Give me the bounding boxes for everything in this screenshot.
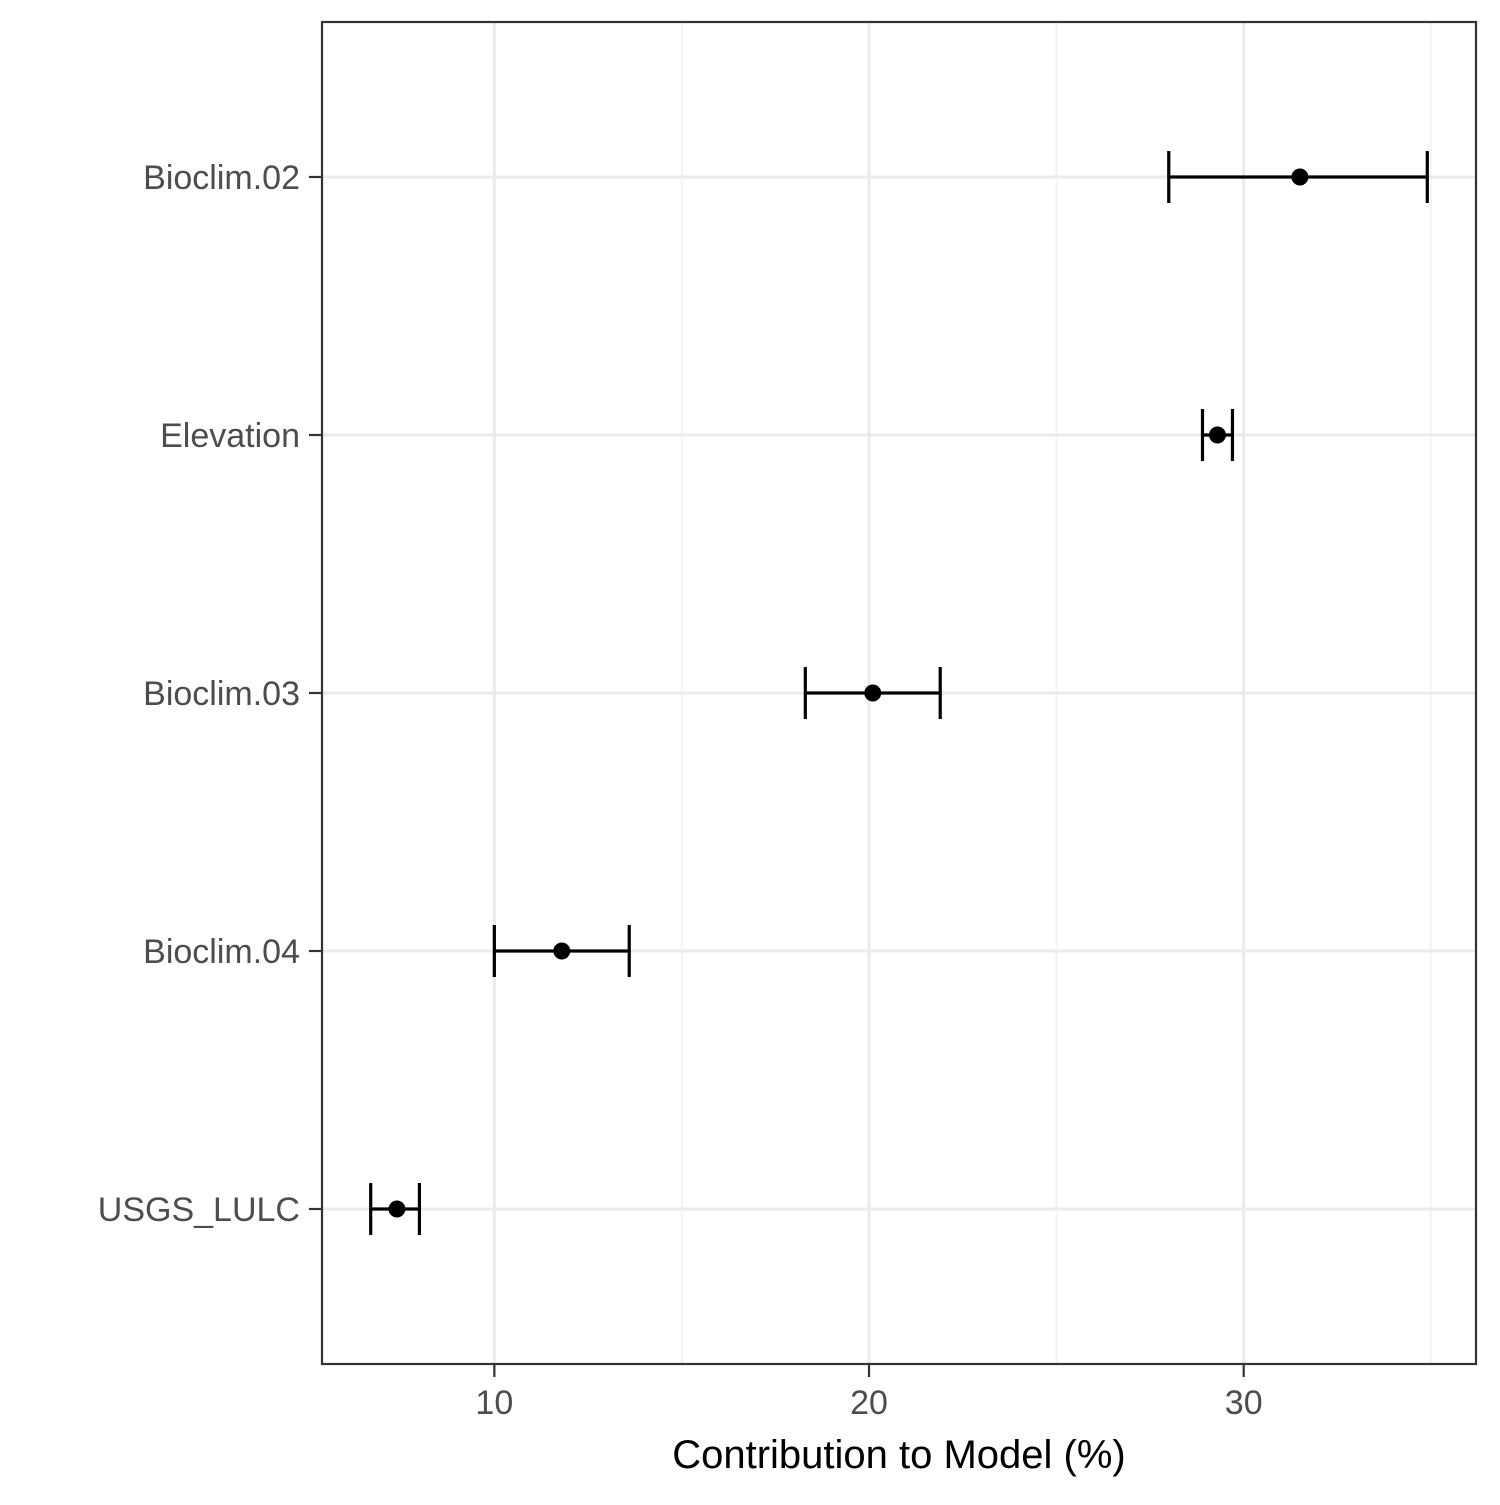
grid-lines bbox=[322, 22, 1476, 1364]
x-tick-label: 20 bbox=[850, 1384, 888, 1422]
data-point bbox=[1208, 426, 1226, 444]
y-tick-label: Bioclim.04 bbox=[143, 933, 300, 971]
chart-marks bbox=[369, 151, 1429, 1235]
data-point bbox=[553, 942, 571, 960]
x-axis-title: Contribution to Model (%) bbox=[672, 1433, 1126, 1477]
x-tick-label: 10 bbox=[475, 1384, 513, 1422]
x-tick-label: 30 bbox=[1225, 1384, 1263, 1422]
axes: Bioclim.02 Elevation Bioclim.03 Bioclim.04 U… bbox=[98, 159, 1263, 1422]
y-tick-label: USGS_LULC bbox=[98, 1191, 300, 1229]
data-point bbox=[864, 684, 882, 702]
data-point bbox=[388, 1200, 406, 1218]
y-tick-label: Bioclim.02 bbox=[143, 159, 300, 197]
data-point bbox=[1291, 168, 1309, 186]
y-tick-label: Elevation bbox=[160, 417, 300, 455]
y-tick-label: Bioclim.03 bbox=[143, 675, 300, 713]
